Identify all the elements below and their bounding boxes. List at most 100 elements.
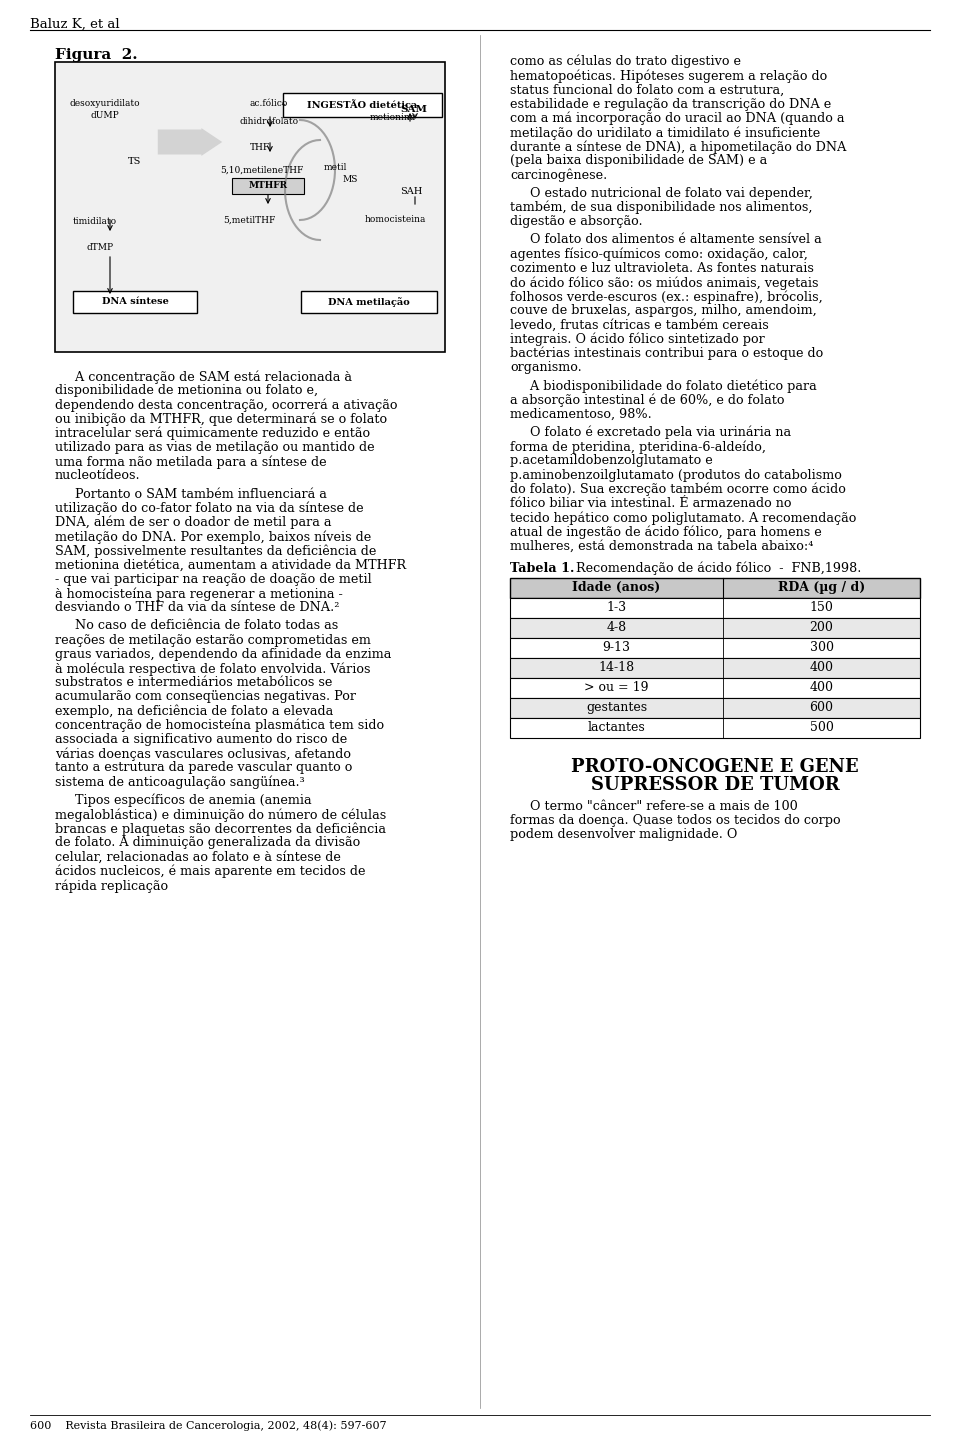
Text: A biodisponibilidade do folato dietético para: A biodisponibilidade do folato dietético… [510, 379, 817, 394]
Text: do ácido fólico são: os miúdos animais, vegetais: do ácido fólico são: os miúdos animais, … [510, 276, 819, 289]
Text: dTMP: dTMP [86, 242, 113, 252]
Text: 200: 200 [809, 621, 833, 634]
Text: A concentração de SAM está relacionada à: A concentração de SAM está relacionada à [55, 371, 352, 384]
Text: celular, relacionadas ao folato e à síntese de: celular, relacionadas ao folato e à sínt… [55, 850, 341, 863]
FancyBboxPatch shape [510, 618, 920, 638]
Text: durante a síntese de DNA), a hipometilação do DNA: durante a síntese de DNA), a hipometilaç… [510, 140, 847, 153]
Text: MS: MS [343, 176, 358, 185]
Text: Figura  2.: Figura 2. [55, 49, 137, 62]
Text: 14-18: 14-18 [598, 661, 635, 674]
Text: 5,10,metileneTHF: 5,10,metileneTHF [220, 166, 303, 175]
Text: No caso de deficiência de folato todas as: No caso de deficiência de folato todas a… [55, 620, 338, 633]
FancyBboxPatch shape [510, 598, 920, 618]
Text: DNA metilação: DNA metilação [328, 298, 410, 308]
Text: de folato. A diminuição generalizada da divisão: de folato. A diminuição generalizada da … [55, 836, 360, 850]
FancyBboxPatch shape [73, 290, 197, 313]
Text: tanto a estrutura da parede vascular quanto o: tanto a estrutura da parede vascular qua… [55, 761, 352, 774]
Text: SAH: SAH [400, 187, 422, 196]
Text: DNA, além de ser o doador de metil para a: DNA, além de ser o doador de metil para … [55, 517, 331, 529]
Text: TS: TS [129, 157, 142, 166]
FancyBboxPatch shape [510, 658, 920, 678]
Text: sistema de anticoagulação sangüínea.³: sistema de anticoagulação sangüínea.³ [55, 776, 304, 788]
Text: dihidrofolato: dihidrofolato [240, 117, 300, 126]
FancyBboxPatch shape [510, 698, 920, 718]
Text: bactérias intestinais contribui para o estoque do: bactérias intestinais contribui para o e… [510, 346, 824, 361]
Text: fólico biliar via intestinal. É armazenado no: fólico biliar via intestinal. É armazena… [510, 497, 791, 509]
Text: lactantes: lactantes [588, 721, 645, 734]
Text: O termo "câncer" refere-se a mais de 100: O termo "câncer" refere-se a mais de 100 [510, 800, 798, 813]
Text: Portanto o SAM também influenciará a: Portanto o SAM também influenciará a [55, 488, 326, 501]
Text: estabilidade e regulação da transcrição do DNA e: estabilidade e regulação da transcrição … [510, 97, 831, 110]
Text: O folato é excretado pela via urinária na: O folato é excretado pela via urinária n… [510, 426, 791, 439]
Text: (pela baixa disponibilidade de SAM) e a: (pela baixa disponibilidade de SAM) e a [510, 155, 767, 167]
FancyBboxPatch shape [510, 718, 920, 738]
Text: 9-13: 9-13 [603, 641, 631, 654]
FancyBboxPatch shape [510, 678, 920, 698]
Text: SAM: SAM [400, 106, 427, 114]
Text: gestantes: gestantes [586, 701, 647, 714]
Text: SAM, possivelmente resultantes da deficiência de: SAM, possivelmente resultantes da defici… [55, 544, 376, 558]
Text: associada a significativo aumento do risco de: associada a significativo aumento do ris… [55, 733, 348, 746]
Text: Baluz K, et al: Baluz K, et al [30, 19, 120, 31]
Text: substratos e intermediários metabólicos se: substratos e intermediários metabólicos … [55, 677, 332, 690]
Text: agentes físico-químicos como: oxidação, calor,: agentes físico-químicos como: oxidação, … [510, 248, 808, 260]
Text: Tipos específicos de anemia (anemia: Tipos específicos de anemia (anemia [55, 794, 312, 807]
FancyBboxPatch shape [510, 638, 920, 658]
Text: como as células do trato digestivo e: como as células do trato digestivo e [510, 54, 741, 69]
Text: dependendo desta concentração, ocorrerá a ativação: dependendo desta concentração, ocorrerá … [55, 398, 397, 412]
Text: brancas e plaquetas são decorrentes da deficiência: brancas e plaquetas são decorrentes da d… [55, 823, 386, 836]
Text: podem desenvolver malignidade. O: podem desenvolver malignidade. O [510, 829, 737, 841]
Text: DNA síntese: DNA síntese [102, 298, 168, 306]
FancyBboxPatch shape [510, 578, 920, 598]
Text: 1-3: 1-3 [607, 601, 627, 614]
Text: INGESTÃO dietética: INGESTÃO dietética [307, 100, 418, 110]
Text: nucleotídeos.: nucleotídeos. [55, 469, 140, 482]
Text: acumularão com conseqüencias negativas. Por: acumularão com conseqüencias negativas. … [55, 690, 356, 704]
Text: à homocisteína para regenerar a metionina -: à homocisteína para regenerar a metionin… [55, 587, 343, 601]
Text: O estado nutricional de folato vai depender,: O estado nutricional de folato vai depen… [510, 187, 813, 200]
Text: PROTO-ONCOGENE E GENE: PROTO-ONCOGENE E GENE [571, 758, 859, 776]
Text: medicamentoso, 98%.: medicamentoso, 98%. [510, 408, 652, 421]
Text: intracelular será quimicamente reduzido e então: intracelular será quimicamente reduzido … [55, 426, 371, 441]
Text: dUMP: dUMP [90, 110, 119, 120]
Text: à molécula respectiva de folato envolvida. Vários: à molécula respectiva de folato envolvid… [55, 663, 371, 675]
Text: reações de metilação estarão comprometidas em: reações de metilação estarão comprometid… [55, 634, 371, 647]
Text: p.aminobenzoilglutamato (produtos do catabolismo: p.aminobenzoilglutamato (produtos do cat… [510, 468, 842, 482]
FancyArrowPatch shape [157, 129, 222, 156]
Text: uma forma não metilada para a síntese de: uma forma não metilada para a síntese de [55, 455, 326, 469]
Text: couve de bruxelas, aspargos, milho, amendoim,: couve de bruxelas, aspargos, milho, amen… [510, 305, 817, 318]
Text: metionina dietética, aumentam a atividade da MTHFR: metionina dietética, aumentam a atividad… [55, 558, 406, 571]
Text: atual de ingestão de ácido fólico, para homens e: atual de ingestão de ácido fólico, para … [510, 525, 822, 539]
Text: Idade (anos): Idade (anos) [572, 581, 660, 594]
FancyBboxPatch shape [232, 177, 304, 195]
Text: carcinogênese.: carcinogênese. [510, 169, 608, 182]
Text: integrais. O ácido fólico sintetizado por: integrais. O ácido fólico sintetizado po… [510, 333, 765, 346]
Text: ácidos nucleicos, é mais aparente em tecidos de: ácidos nucleicos, é mais aparente em tec… [55, 864, 366, 879]
Text: 150: 150 [809, 601, 833, 614]
Text: levedo, frutas cítricas e também cereais: levedo, frutas cítricas e também cereais [510, 319, 769, 332]
Text: desviando o THF da via da síntese de DNA.²: desviando o THF da via da síntese de DNA… [55, 601, 340, 614]
FancyBboxPatch shape [283, 93, 442, 117]
Text: exemplo, na deficiência de folato a elevada: exemplo, na deficiência de folato a elev… [55, 704, 333, 718]
Text: metionina: metionina [370, 113, 416, 122]
Text: ou inibição da MTHFR, que determinará se o folato: ou inibição da MTHFR, que determinará se… [55, 412, 387, 426]
Text: mulheres, está demonstrada na tabela abaixo:⁴: mulheres, está demonstrada na tabela aba… [510, 539, 813, 552]
Text: folhosos verde-escuros (ex.: espinafre), brócolis,: folhosos verde-escuros (ex.: espinafre),… [510, 290, 823, 303]
Text: megaloblástica) e diminuição do número de células: megaloblástica) e diminuição do número d… [55, 809, 386, 821]
Text: 600: 600 [809, 701, 833, 714]
Text: status funcional do folato com a estrutura,: status funcional do folato com a estrutu… [510, 83, 784, 96]
Text: - que vai participar na reação de doação de metil: - que vai participar na reação de doação… [55, 572, 372, 585]
Text: desoxyuridilato: desoxyuridilato [70, 100, 140, 109]
Text: 600    Revista Brasileira de Cancerologia, 2002, 48(4): 597-607: 600 Revista Brasileira de Cancerologia, … [30, 1420, 387, 1431]
Text: metil: metil [324, 163, 347, 172]
Text: a absorção intestinal é de 60%, e do folato: a absorção intestinal é de 60%, e do fol… [510, 394, 784, 406]
Text: graus variados, dependendo da afinidade da enzima: graus variados, dependendo da afinidade … [55, 648, 392, 661]
Text: metilação do DNA. Por exemplo, baixos níveis de: metilação do DNA. Por exemplo, baixos ní… [55, 531, 372, 544]
Text: SUPRESSOR DE TUMOR: SUPRESSOR DE TUMOR [590, 776, 839, 794]
Text: p.acetamildobenzolglutamato e: p.acetamildobenzolglutamato e [510, 455, 712, 468]
Text: ac.fólico: ac.fólico [250, 100, 288, 109]
Text: forma de pteridina, pteridina-6-aldeído,: forma de pteridina, pteridina-6-aldeído, [510, 441, 766, 454]
Text: também, de sua disponibilidade nos alimentos,: também, de sua disponibilidade nos alime… [510, 200, 812, 215]
Text: utilizado para as vias de metilação ou mantido de: utilizado para as vias de metilação ou m… [55, 441, 374, 454]
Text: tecido hepático como poliglutamato. A recomendação: tecido hepático como poliglutamato. A re… [510, 511, 856, 525]
